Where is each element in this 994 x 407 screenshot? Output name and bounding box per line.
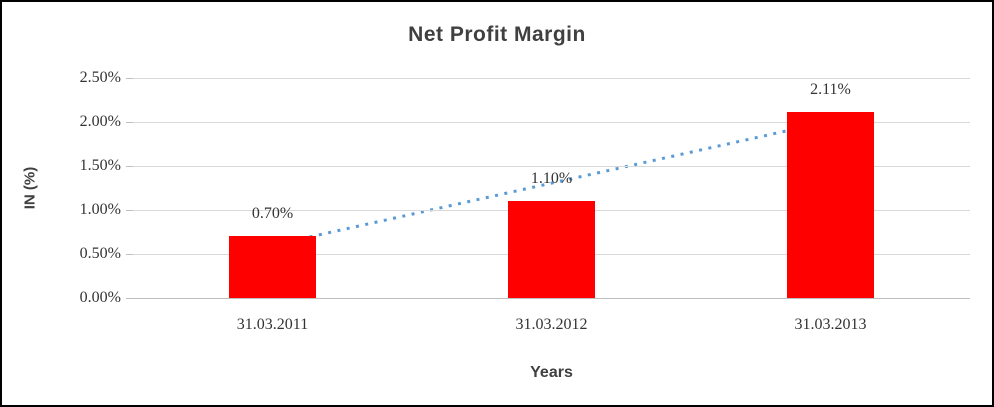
bar-31.03.2011 [229,236,316,298]
y-tickmark [126,122,133,123]
gridline-1.50% [133,166,970,167]
plot-area: 0.00% 0.50% 1.00% 1.50% 2.00% 2.50% 0.70% 31.03… [80,69,970,333]
gridline-2.00% [133,122,970,123]
gridline-2.50% [133,78,970,79]
y-tickmark [126,166,133,167]
bar-value-label: 2.11% [810,81,851,99]
x-tick-label: 31.03.2011 [236,316,309,333]
x-tick-label: 31.03.2012 [515,316,588,333]
y-tickmark [126,210,133,211]
y-tickmark [126,78,133,79]
x-axis-line [133,298,970,299]
x-axis-title: Years [530,364,573,381]
y-tick-label: 1.00% [79,201,121,218]
bar-31.03.2013 [787,112,874,298]
x-tick-label: 31.03.2013 [794,316,867,333]
y-tickmark [126,254,133,255]
y-tickmark [126,298,133,299]
y-tick-label: 1.50% [79,157,121,174]
y-tick-label: 2.50% [79,69,121,86]
bar-value-label: 1.10% [530,170,573,188]
y-tick-label: 0.50% [79,245,121,262]
chart-title: Net Profit Margin [408,23,586,46]
y-tick-label: 2.00% [79,113,121,130]
y-tick-label: 0.00% [79,289,121,306]
bar-value-label: 0.70% [251,205,294,223]
bar-31.03.2012 [508,201,595,298]
